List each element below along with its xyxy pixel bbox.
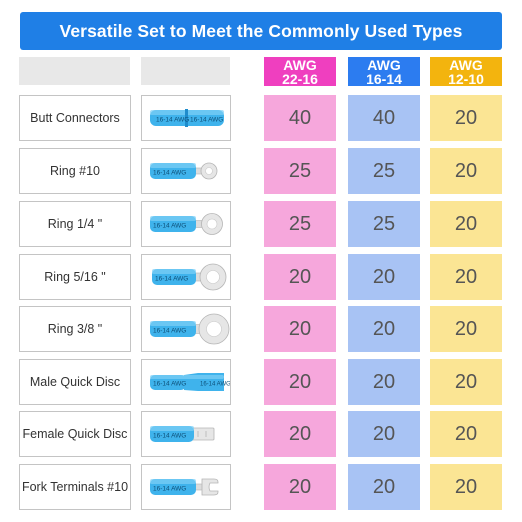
- value-cell-awg-16-14: 25: [348, 148, 420, 194]
- ring-terminal-five-sixteenth-icon: 16-14 AWG: [152, 263, 227, 291]
- row-image-cell: 16-14 AWG: [141, 411, 231, 457]
- row-image-cell: 16-14 AWG 16-14 AWG: [141, 359, 231, 405]
- row-image-cell: 16-14 AWG: [141, 254, 231, 300]
- table-row: Ring 3/8 " 16-14 AWG 20 20 20: [0, 306, 522, 352]
- row-name: Ring 3/8 ": [47, 322, 103, 336]
- column-header-awg-16-14: AWG 16-14: [348, 57, 420, 86]
- value-cell-awg-22-16: 20: [264, 464, 336, 510]
- tube-print: 16-14 AWG: [153, 223, 186, 230]
- male-quick-disconnect-icon: 16-14 AWG 16-14 AWG: [150, 373, 230, 391]
- table-row: Butt Connectors 16-14 AWG 16-14 AWG 40 4…: [0, 95, 522, 141]
- column-header-range: 12-10: [448, 70, 484, 87]
- header-blank-name: [19, 57, 130, 85]
- value-cell-awg-22-16: 20: [264, 411, 336, 457]
- page-title: Versatile Set to Meet the Commonly Used …: [59, 20, 463, 41]
- column-header-label: AWG: [449, 56, 483, 73]
- row-name-cell: Male Quick Disc: [19, 359, 131, 405]
- value-cell-awg-22-16: 25: [264, 148, 336, 194]
- column-header-awg-12-10: AWG 12-10: [430, 57, 502, 86]
- column-header-range: 16-14: [366, 70, 402, 87]
- value-cell-awg-16-14: 20: [348, 464, 420, 510]
- column-header-awg-22-16: AWG 22-16: [264, 57, 336, 86]
- column-header-range: 22-16: [282, 70, 318, 87]
- tube-print: 16-14 AWG: [153, 433, 186, 440]
- value-cell-awg-16-14: 25: [348, 201, 420, 247]
- value-cell-awg-16-14: 40: [348, 95, 420, 141]
- row-name-cell: Ring 5/16 ": [19, 254, 131, 300]
- value-cell-awg-12-10: 20: [430, 359, 502, 405]
- column-header-label: AWG: [367, 56, 401, 73]
- row-name: Ring 5/16 ": [44, 270, 106, 284]
- row-image-cell: 16-14 AWG: [141, 148, 231, 194]
- table-row: Male Quick Disc 16-14 AWG 16-14 AWG 20 2…: [0, 359, 522, 405]
- table-row: Ring #10 16-14 AWG 25 25 20: [0, 148, 522, 194]
- value-cell-awg-12-10: 20: [430, 464, 502, 510]
- row-image-cell: 16-14 AWG 16-14 AWG: [141, 95, 231, 141]
- value-cell-awg-12-10: 20: [430, 411, 502, 457]
- value-cell-awg-22-16: 25: [264, 201, 336, 247]
- value-cell-awg-12-10: 20: [430, 201, 502, 247]
- row-image-cell: 16-14 AWG: [141, 306, 231, 352]
- female-quick-disconnect-icon: 16-14 AWG: [150, 426, 215, 442]
- row-name: Fork Terminals #10: [21, 480, 129, 494]
- row-name-cell: Ring 1/4 ": [19, 201, 131, 247]
- tube-print: 16-14 AWG: [153, 170, 186, 177]
- title-banner: Versatile Set to Meet the Commonly Used …: [20, 12, 502, 50]
- row-image-cell: 16-14 AWG: [141, 201, 231, 247]
- row-name: Butt Connectors: [30, 111, 120, 125]
- value-cell-awg-16-14: 20: [348, 359, 420, 405]
- row-name: Ring #10: [49, 164, 101, 178]
- value-cell-awg-22-16: 40: [264, 95, 336, 141]
- value-cell-awg-12-10: 20: [430, 306, 502, 352]
- butt-connector-icon: 16-14 AWG 16-14 AWG: [150, 109, 224, 127]
- tube-print: 16-14 AWG: [156, 117, 189, 124]
- tube-print: 16-14 AWG: [153, 328, 186, 335]
- value-cell-awg-22-16: 20: [264, 254, 336, 300]
- value-cell-awg-16-14: 20: [348, 411, 420, 457]
- table-row: Ring 1/4 " 16-14 AWG 25 25 20: [0, 201, 522, 247]
- row-name-cell: Female Quick Disc: [19, 411, 131, 457]
- tube-print: 16-14 AWG: [155, 276, 188, 283]
- ring-terminal-quarter-icon: 16-14 AWG: [150, 213, 223, 235]
- header-blank-image: [141, 57, 230, 85]
- column-header-label: AWG: [283, 56, 317, 73]
- value-cell-awg-16-14: 20: [348, 306, 420, 352]
- row-name-cell: Butt Connectors: [19, 95, 131, 141]
- value-cell-awg-22-16: 20: [264, 359, 336, 405]
- row-name: Female Quick Disc: [22, 427, 128, 441]
- table-row: Female Quick Disc 16-14 AWG 20 20 20: [0, 411, 522, 457]
- value-cell-awg-12-10: 20: [430, 254, 502, 300]
- table-row: Fork Terminals #10 16-14 AWG 20 20 20: [0, 464, 522, 510]
- row-name-cell: Ring 3/8 ": [19, 306, 131, 352]
- tube-print: 16-14 AWG: [153, 486, 186, 493]
- row-image-cell: 16-14 AWG: [141, 464, 231, 510]
- row-name: Male Quick Disc: [29, 375, 121, 389]
- value-cell-awg-16-14: 20: [348, 254, 420, 300]
- tube-print: 16-14 AWG: [200, 382, 230, 388]
- value-cell-awg-12-10: 20: [430, 95, 502, 141]
- row-name-cell: Fork Terminals #10: [19, 464, 131, 510]
- ring-terminal-three-eighth-icon: 16-14 AWG: [150, 313, 230, 345]
- row-name: Ring 1/4 ": [47, 217, 103, 231]
- ring-terminal-small-icon: 16-14 AWG: [150, 162, 218, 180]
- table-row: Ring 5/16 " 16-14 AWG 20 20 20: [0, 254, 522, 300]
- tube-print: 16-14 AWG: [153, 381, 186, 388]
- value-cell-awg-12-10: 20: [430, 148, 502, 194]
- row-name-cell: Ring #10: [19, 148, 131, 194]
- tube-print: 16-14 AWG: [190, 117, 223, 124]
- value-cell-awg-22-16: 20: [264, 306, 336, 352]
- fork-terminal-icon: 16-14 AWG: [150, 478, 219, 496]
